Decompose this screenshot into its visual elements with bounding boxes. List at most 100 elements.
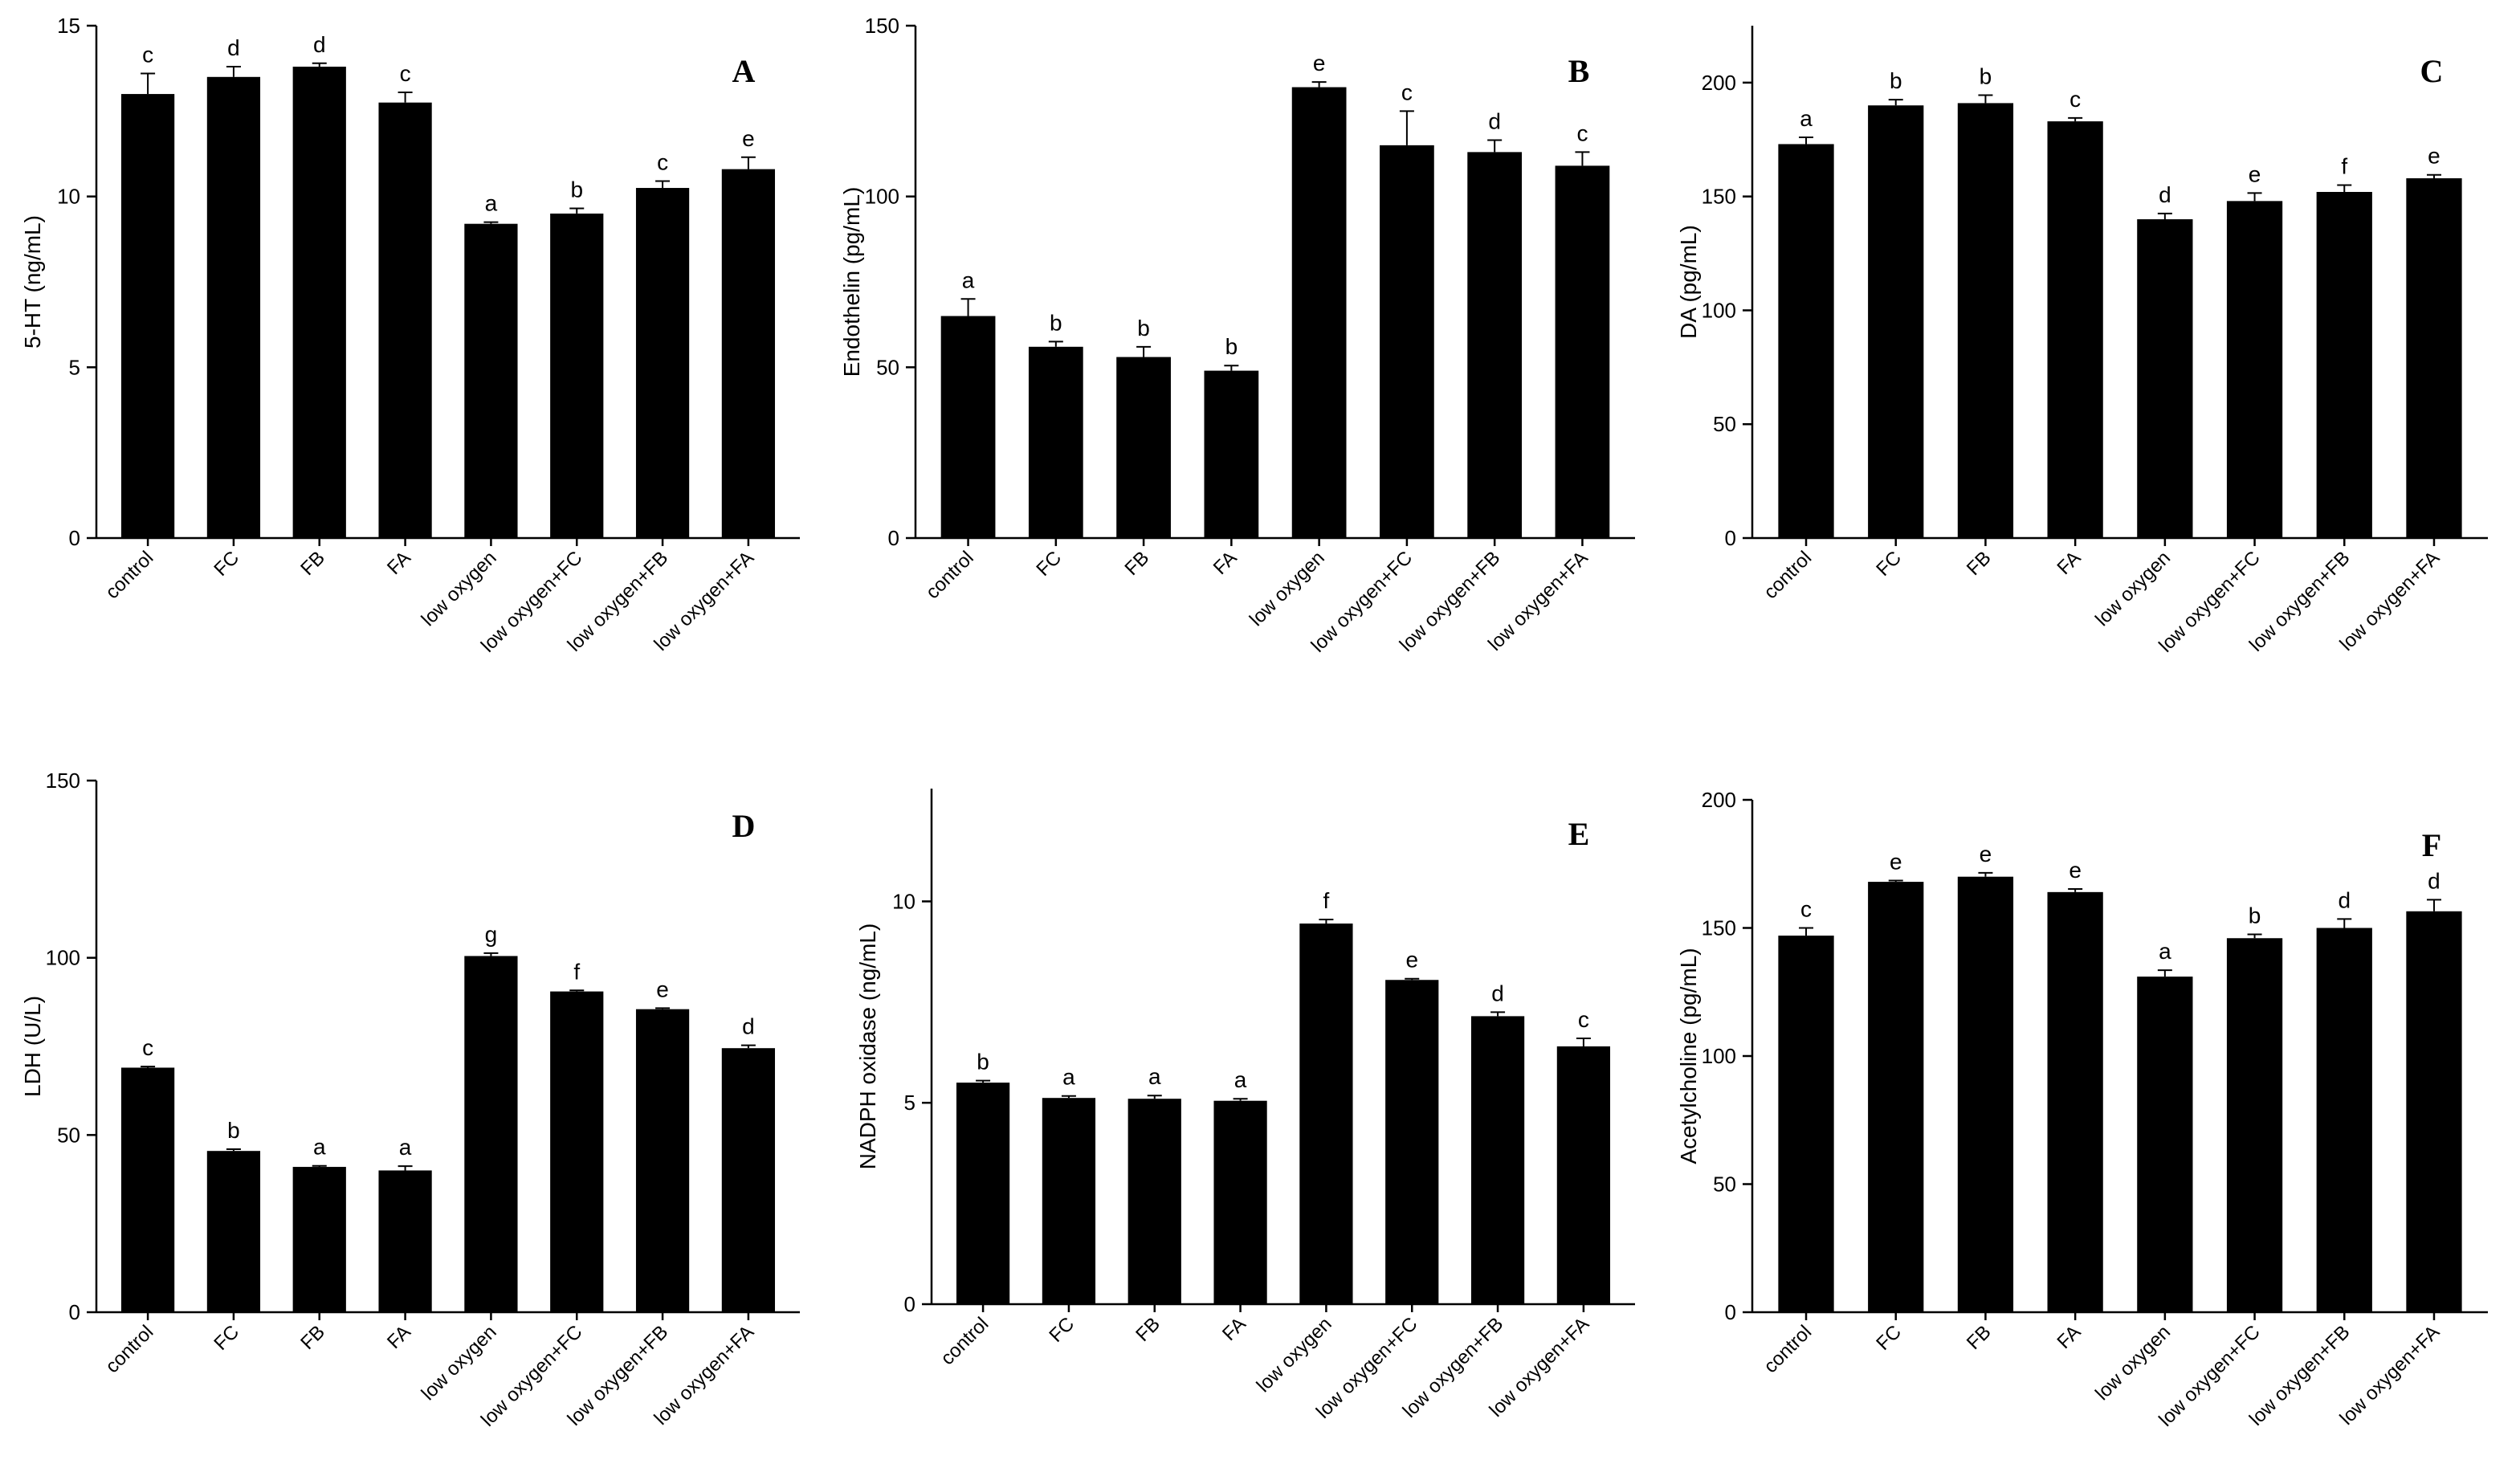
bar bbox=[635, 188, 690, 539]
x-tick-label: FB bbox=[296, 1321, 329, 1354]
y-tick-label: 150 bbox=[46, 769, 80, 793]
significance-label: d bbox=[2338, 887, 2351, 912]
y-tick-label: 50 bbox=[57, 1123, 80, 1147]
bar bbox=[1127, 1099, 1181, 1304]
significance-label: c bbox=[142, 43, 153, 67]
bar bbox=[1555, 165, 1610, 539]
y-tick-label: 10 bbox=[57, 185, 80, 209]
significance-label: b bbox=[2249, 903, 2261, 928]
bar bbox=[1204, 370, 1259, 538]
significance-label: a bbox=[2159, 939, 2171, 964]
y-tick-label: 150 bbox=[1702, 185, 1736, 209]
x-tick-label: control bbox=[936, 1313, 993, 1369]
significance-label: a bbox=[962, 267, 975, 292]
significance-label: d bbox=[1491, 981, 1504, 1005]
y-tick-label: 5 bbox=[69, 355, 80, 379]
significance-label: f bbox=[1323, 888, 1330, 913]
bar bbox=[1778, 936, 1834, 1312]
significance-label: b bbox=[1225, 334, 1238, 359]
bar bbox=[1957, 876, 2014, 1312]
x-tick-label: low oxygen bbox=[2091, 1321, 2175, 1405]
panel-letter: C bbox=[2420, 53, 2444, 89]
y-tick-label: 50 bbox=[1713, 412, 1736, 436]
bar bbox=[378, 102, 432, 538]
bar bbox=[1957, 103, 2014, 539]
bar bbox=[2137, 977, 2193, 1312]
significance-label: a bbox=[1148, 1064, 1161, 1089]
significance-label: a bbox=[485, 191, 498, 216]
x-tick-label: control bbox=[1760, 547, 1816, 603]
significance-label: c bbox=[400, 61, 411, 86]
y-axis-title: 5-HT (ng/mL) bbox=[20, 215, 45, 349]
y-tick-label: 0 bbox=[1725, 526, 1736, 550]
significance-label: a bbox=[399, 1135, 412, 1160]
bar bbox=[2316, 191, 2372, 539]
y-axis-title: DA (pg/mL) bbox=[1676, 225, 1701, 339]
bar bbox=[1380, 145, 1434, 538]
bar bbox=[1213, 1100, 1267, 1304]
x-tick-label: FC bbox=[1872, 1321, 1906, 1355]
significance-label: a bbox=[1800, 106, 1813, 131]
y-tick-label: 200 bbox=[1702, 788, 1736, 812]
bar bbox=[1467, 152, 1523, 538]
y-axis-title: Endothelin (pg/mL) bbox=[839, 187, 864, 377]
significance-label: c bbox=[2069, 87, 2081, 112]
y-tick-label: 0 bbox=[69, 526, 80, 550]
bar bbox=[1042, 1098, 1096, 1304]
bar bbox=[1116, 357, 1171, 538]
significance-label: d bbox=[2428, 868, 2440, 893]
significance-label: b bbox=[1890, 68, 1902, 93]
significance-label: e bbox=[2249, 161, 2261, 186]
x-tick-label: FC bbox=[210, 547, 243, 581]
x-tick-label: FC bbox=[1872, 547, 1906, 581]
x-tick-label: control bbox=[101, 1321, 157, 1377]
significance-label: d bbox=[1488, 108, 1501, 133]
x-tick-label: FC bbox=[210, 1321, 243, 1355]
x-tick-label: FB bbox=[1963, 547, 1996, 580]
y-tick-label: 100 bbox=[1702, 298, 1736, 322]
significance-label: g bbox=[485, 922, 498, 947]
significance-label: f bbox=[573, 959, 580, 984]
y-tick-label: 150 bbox=[865, 14, 899, 38]
significance-label: a bbox=[1234, 1067, 1247, 1092]
y-tick-label: 0 bbox=[888, 526, 899, 550]
bar bbox=[2047, 891, 2103, 1312]
x-tick-label: low oxygen bbox=[418, 547, 501, 630]
bar bbox=[292, 67, 346, 539]
bar bbox=[1556, 1046, 1611, 1304]
significance-label: c bbox=[1401, 80, 1413, 104]
significance-label: e bbox=[742, 126, 755, 151]
y-tick-label: 50 bbox=[1713, 1172, 1736, 1197]
bar bbox=[206, 1151, 261, 1312]
bar bbox=[2226, 201, 2283, 539]
x-tick-label: low oxygen bbox=[418, 1321, 501, 1405]
y-tick-label: 15 bbox=[57, 14, 80, 38]
significance-label: d bbox=[2159, 182, 2171, 207]
y-tick-label: 50 bbox=[876, 355, 899, 379]
bar bbox=[2226, 938, 2283, 1312]
significance-label: b bbox=[570, 177, 583, 202]
chart-panel-f: 0 50 100 150 200 Acetylcholine (pg/mL) Fc contr… bbox=[1676, 788, 2488, 1431]
x-tick-label: control bbox=[101, 547, 157, 603]
panel-letter: A bbox=[732, 53, 756, 89]
bar bbox=[550, 991, 604, 1312]
y-tick-label: 100 bbox=[865, 185, 899, 209]
x-tick-label: FB bbox=[1121, 547, 1154, 580]
bar bbox=[1385, 980, 1439, 1304]
bar bbox=[292, 1167, 346, 1312]
significance-label: b bbox=[1050, 310, 1062, 335]
bar bbox=[206, 76, 261, 539]
chart-panel-c: 0 50 100 150 200 DA (pg/mL) Ca control b FC b FB c FA… bbox=[1676, 26, 2488, 657]
significance-label: f bbox=[2341, 153, 2347, 178]
bar bbox=[2316, 928, 2372, 1312]
bar bbox=[721, 169, 776, 538]
bar bbox=[2406, 177, 2462, 538]
x-tick-label: FC bbox=[1032, 547, 1066, 581]
significance-label: b bbox=[1980, 63, 1992, 88]
significance-label: d bbox=[742, 1014, 755, 1039]
significance-label: c bbox=[142, 1035, 153, 1060]
bar bbox=[1868, 882, 1924, 1312]
y-axis-title: NADPH oxidase (ng/mL) bbox=[855, 924, 880, 1170]
